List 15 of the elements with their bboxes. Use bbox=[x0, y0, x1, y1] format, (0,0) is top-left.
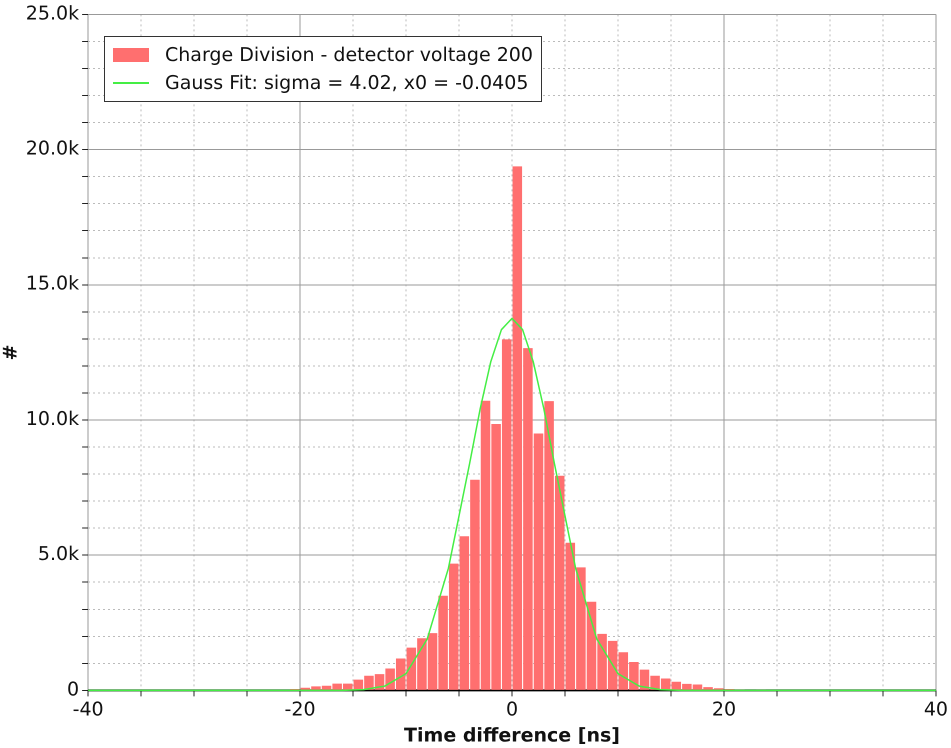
x-tick-label: 20 bbox=[712, 698, 736, 721]
x-tick-label: 0 bbox=[506, 698, 518, 721]
x-axis-title: Time difference [ns] bbox=[404, 724, 620, 747]
x-tick-label: 40 bbox=[924, 698, 948, 721]
legend-label: Charge Division - detector voltage 200 bbox=[165, 43, 533, 68]
x-tick-label: -20 bbox=[284, 698, 316, 721]
legend-label: Gauss Fit: sigma = 4.02, x0 = -0.0405 bbox=[165, 71, 528, 96]
y-tick-label: 5.0k bbox=[38, 543, 80, 566]
y-tick-label: 0 bbox=[67, 678, 80, 700]
y-axis-title: # bbox=[0, 344, 22, 360]
x-tick-label: -40 bbox=[72, 698, 104, 721]
y-tick-label: 10.0k bbox=[26, 408, 80, 430]
y-tick-label: 20.0k bbox=[26, 138, 80, 160]
y-tick-label: 15.0k bbox=[26, 272, 80, 295]
y-tick-label: 25.0k bbox=[26, 2, 80, 24]
